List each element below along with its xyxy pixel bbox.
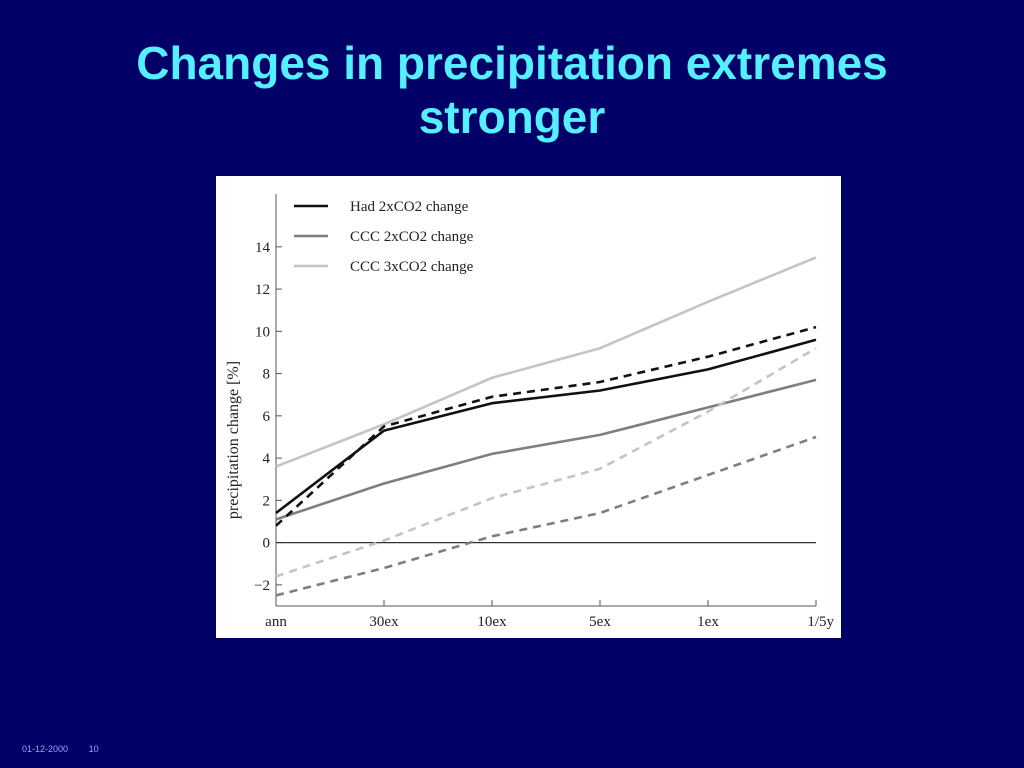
x-tick-label: 30ex — [369, 614, 399, 630]
series-line-2 — [275, 378, 817, 521]
y-tick-label: 0 — [263, 536, 271, 552]
series-line-3 — [275, 256, 817, 468]
y-tick-label: 8 — [263, 367, 271, 383]
slide-title: Changes in precipitation extremes strong… — [0, 36, 1024, 144]
y-tick-label: 14 — [255, 240, 271, 256]
x-tick-label: ann — [265, 614, 287, 630]
legend-label: CCC 2xCO2 change — [350, 229, 474, 245]
x-tick-label: 5ex — [589, 614, 611, 630]
footer-page-number: 10 — [88, 744, 99, 754]
x-tick-label: 1ex — [697, 614, 719, 630]
title-line-2: stronger — [418, 91, 606, 143]
y-tick-label: 2 — [263, 493, 271, 509]
x-tick-label: 10ex — [477, 614, 507, 630]
series-line-1 — [275, 338, 817, 515]
y-tick-label: 12 — [255, 282, 270, 298]
series-line-6 — [275, 347, 817, 578]
y-tick-label: 6 — [263, 409, 271, 425]
series-line-5 — [275, 435, 817, 597]
legend-label: CCC 3xCO2 change — [350, 259, 474, 275]
legend-label: Had 2xCO2 change — [350, 199, 469, 215]
title-line-1: Changes in precipitation extremes — [136, 37, 888, 89]
precipitation-chart: −2 0 2 4 6 8 10 12 14 ann 30ex 10ex 5ex 1ex 1/5y precip… — [225, 194, 834, 630]
footer-date: 01-12-2000 — [22, 744, 69, 754]
y-tick-label: 10 — [255, 324, 270, 340]
slide-footer: 01-12-2000 10 — [22, 744, 117, 754]
y-tick-label: −2 — [254, 578, 270, 594]
y-tick-label: 4 — [263, 451, 271, 467]
x-tick-label: 1/5y — [807, 614, 834, 630]
y-axis-label: precipitation change [%] — [225, 361, 242, 519]
series-line-4 — [275, 325, 817, 527]
chart-panel: −2 0 2 4 6 8 10 12 14 ann 30ex 10ex 5ex 1ex 1/5y precip… — [216, 176, 841, 638]
